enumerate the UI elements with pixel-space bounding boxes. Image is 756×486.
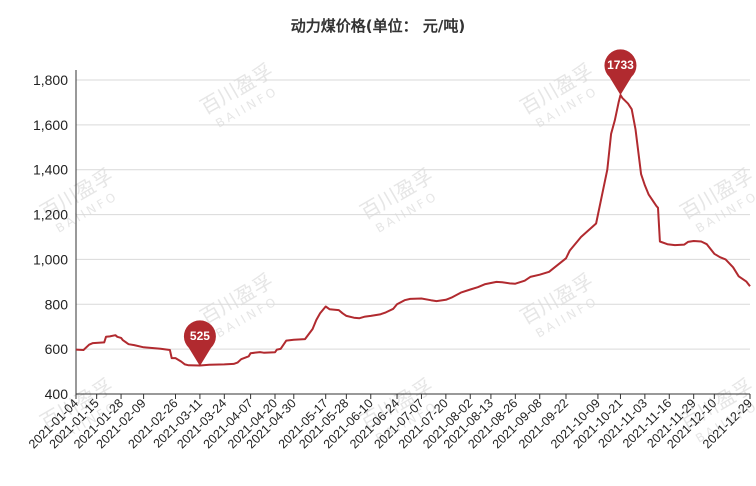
gridlines: [76, 79, 750, 350]
pin-label: 525: [190, 329, 210, 343]
pin-marker: [183, 320, 216, 366]
series-line: [75, 94, 751, 367]
y-axis-ticks: 400 600 800 1,000 1,200 1,400 1,600 1,800: [33, 72, 68, 402]
chart-title: 动力煤价格(单位： 元/吨): [291, 17, 465, 35]
y-tick-label: 1,800: [33, 72, 68, 88]
pin-label: 1733: [607, 58, 634, 72]
annotation-pin: 525: [183, 320, 216, 366]
x-axis: 2021-01-042021-01-152021-01-282021-02-09…: [26, 70, 755, 451]
annotation-pin: 1733: [604, 49, 637, 96]
y-tick-label: 400: [45, 386, 69, 402]
y-tick-label: 600: [45, 341, 69, 357]
y-tick-label: 1,600: [33, 117, 68, 133]
series-line-group: [75, 94, 751, 367]
y-tick-label: 800: [45, 296, 69, 312]
y-tick-label: 1,200: [33, 207, 68, 223]
pin-marker: [604, 49, 637, 96]
annotation-pins: 525 1733: [183, 49, 637, 366]
y-tick-label: 1,000: [33, 251, 68, 267]
y-tick-label: 1,400: [33, 162, 68, 178]
